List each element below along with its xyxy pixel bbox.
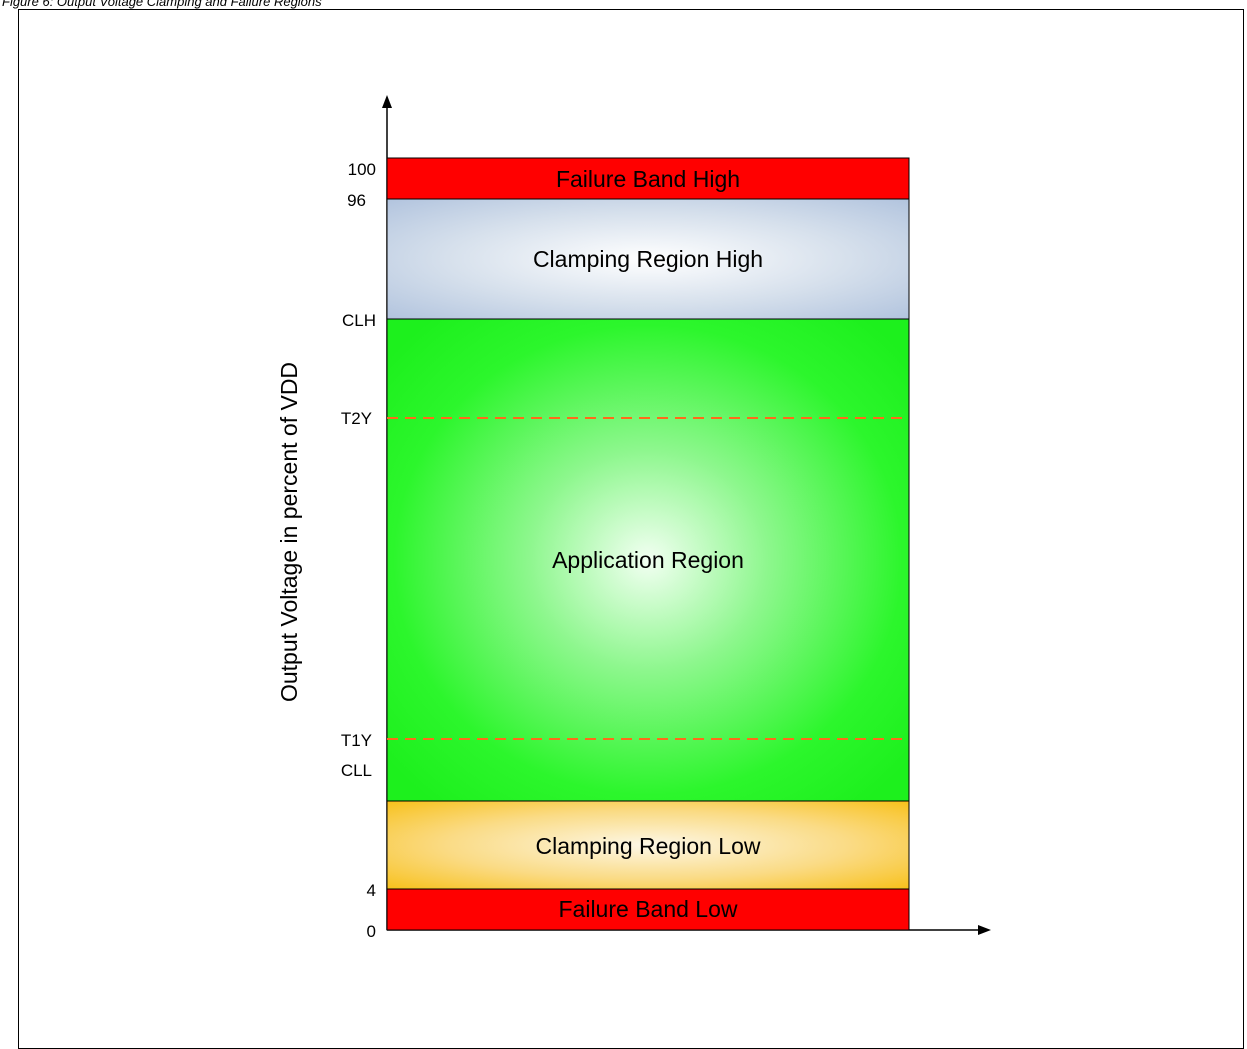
clamping-region-low (386, 800, 910, 890)
figure-caption: Figure 6: Output Voltage Clamping and Fa… (2, 0, 322, 9)
clamping-region-low-label: Clamping Region Low (535, 833, 760, 859)
tick-label-t2y: T2Y (341, 409, 372, 428)
failure-band-high-label: Failure Band High (556, 166, 740, 192)
clamping-region-high-label: Clamping Region High (533, 246, 763, 272)
failure-band-low-label: Failure Band Low (559, 896, 738, 922)
tick-label-4: 4 (367, 881, 376, 900)
tick-label-t1y: T1Y (341, 731, 372, 750)
clamping-region-high (386, 198, 910, 320)
failure-band-high (386, 157, 910, 200)
tick-label-100: 100 (348, 160, 376, 179)
tick-label-0: 0 (367, 922, 376, 941)
tick-label-96: 96 (347, 191, 366, 210)
y-axis-title: Output Voltage in percent of VDD (276, 362, 302, 702)
failure-band-low (386, 888, 910, 931)
y-axis-arrowhead (382, 95, 392, 108)
tick-label-clh: CLH (342, 311, 376, 330)
tick-label-cll: CLL (341, 761, 372, 780)
x-axis-arrowhead (978, 925, 991, 935)
application-region-label: Application Region (552, 547, 744, 573)
application-region (386, 318, 910, 802)
